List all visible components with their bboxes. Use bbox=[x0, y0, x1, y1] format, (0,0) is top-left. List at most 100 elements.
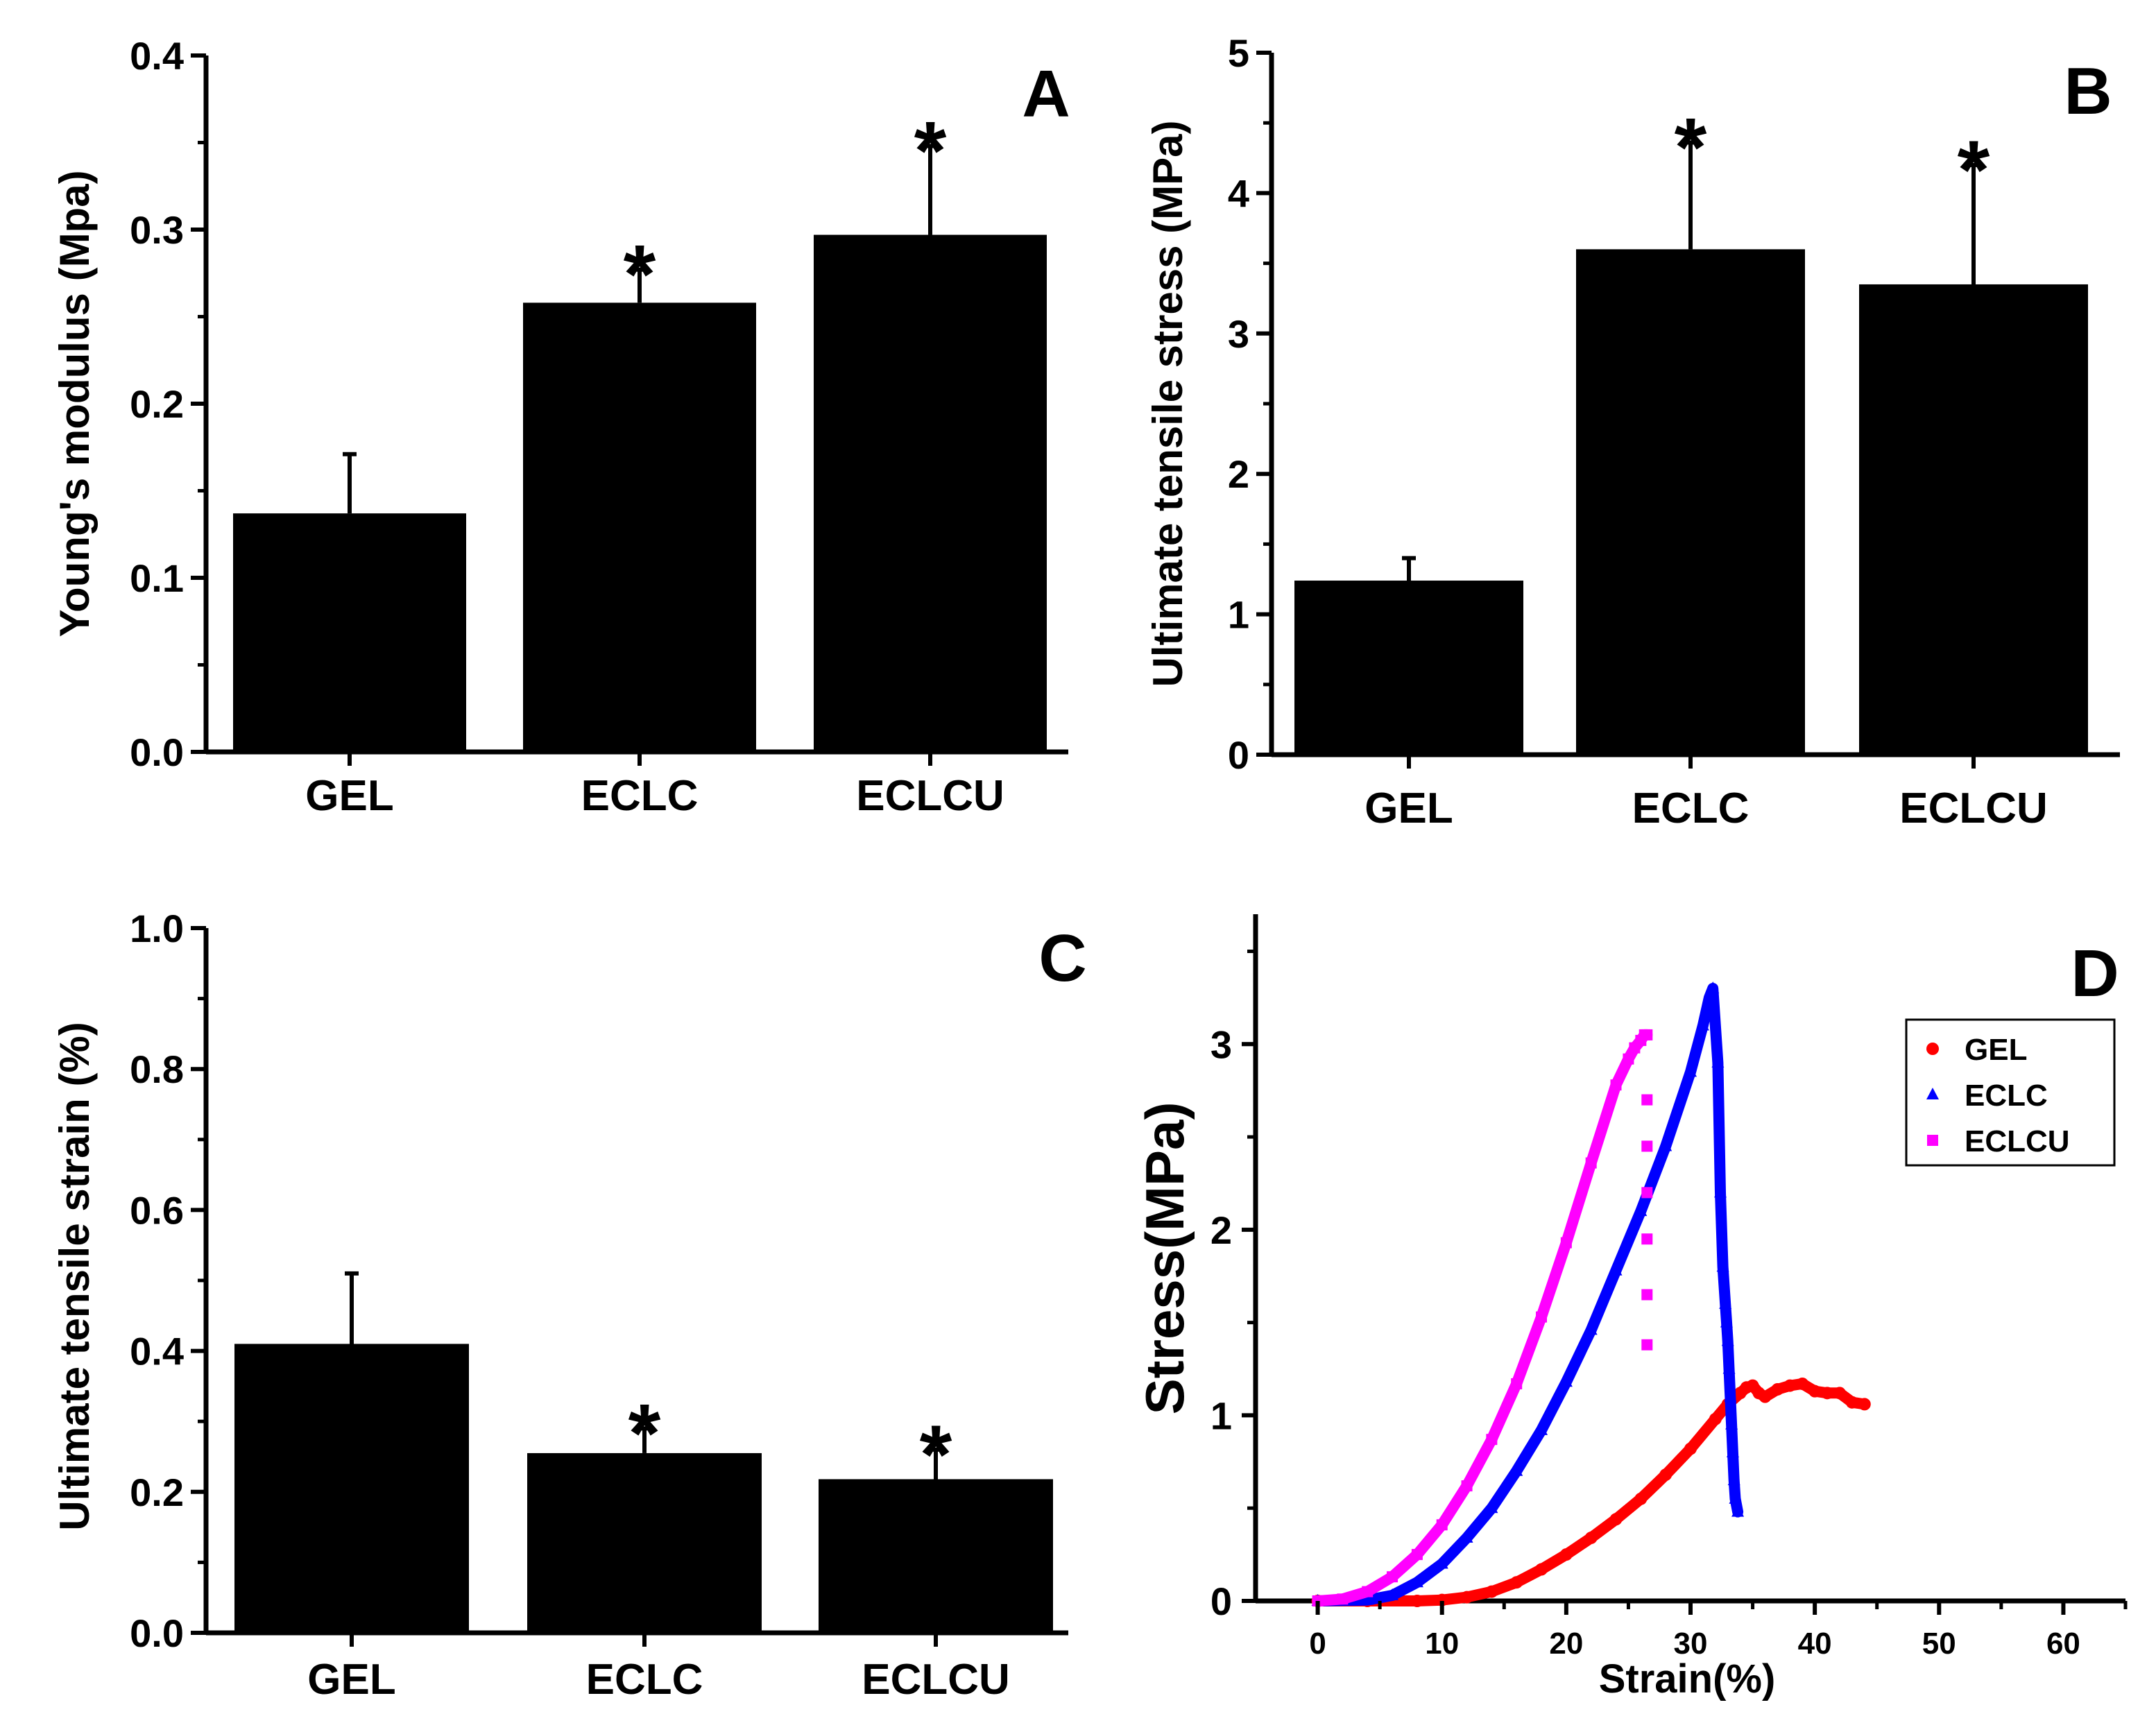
panel-b-y-tick-label: 4 bbox=[1228, 171, 1249, 215]
panel-a-y-tick-label: 0.2 bbox=[130, 382, 184, 426]
panel-b-category-eclc: ECLC bbox=[1632, 785, 1749, 832]
panel-c-y-tick-label: 0.4 bbox=[130, 1330, 184, 1373]
panel-d-point-gel bbox=[1845, 1396, 1858, 1409]
panel-c-ultimate-tensile-strain-chart: * * 0.0 0.2 0.4 0.6 0.8 1.0 GEL ECLC ECLCU Ultim… bbox=[51, 907, 1087, 1704]
panel-d-y-tick-label: 3 bbox=[1210, 1022, 1232, 1066]
panel-d-label: D bbox=[2071, 936, 2119, 1011]
panel-d-point-eclc bbox=[1584, 1323, 1598, 1335]
panel-d-point-eclcu bbox=[1641, 1140, 1653, 1152]
panel-a-bar-eclc bbox=[523, 302, 756, 752]
legend-label-gel: GEL bbox=[1965, 1033, 2027, 1067]
panel-d-point-eclcu bbox=[1641, 1029, 1653, 1040]
panel-d-point-eclcu bbox=[1623, 1053, 1634, 1065]
panel-d-point-eclc bbox=[1410, 1575, 1423, 1588]
panel-d-x-tick-label: 0 bbox=[1309, 1627, 1326, 1661]
panel-d-point-eclcu bbox=[1411, 1549, 1423, 1561]
panel-d-point-gel bbox=[1783, 1379, 1797, 1392]
panel-d-point-eclc bbox=[1719, 1296, 1732, 1309]
panel-d-x-tick-label: 40 bbox=[1798, 1627, 1832, 1661]
panel-c-significance-eclc: * bbox=[628, 1387, 661, 1480]
panel-b-y-axis-label: Ultimate tensile stress (MPa) bbox=[1145, 121, 1191, 687]
panel-d-point-gel bbox=[1709, 1412, 1722, 1425]
panel-d-y-tick-label: 2 bbox=[1210, 1208, 1232, 1252]
legend-box bbox=[1905, 1018, 2116, 1167]
panel-d-point-gel bbox=[1535, 1563, 1548, 1576]
panel-d-point-gel bbox=[1609, 1513, 1623, 1526]
panel-b-category-gel: GEL bbox=[1364, 785, 1453, 832]
panel-d-point-eclc bbox=[1435, 1557, 1448, 1569]
panel-d-point-gel bbox=[1821, 1387, 1834, 1400]
panel-d-point-gel bbox=[1435, 1593, 1448, 1606]
panel-a-y-axis-label: Young's modulus (Mpa) bbox=[51, 170, 98, 637]
panel-b-y-tick-label: 1 bbox=[1228, 593, 1249, 637]
panel-d-y-tick-label: 0 bbox=[1210, 1579, 1232, 1623]
panel-d-x-tick-label: 10 bbox=[1425, 1627, 1459, 1661]
panel-d-point-eclc bbox=[1720, 1315, 1733, 1328]
panel-b-bar-eclcu bbox=[1859, 284, 2088, 755]
panel-d-point-eclc bbox=[1729, 1491, 1742, 1504]
panel-d-point-eclcu bbox=[1641, 1233, 1653, 1245]
panel-d-point-gel bbox=[1510, 1576, 1523, 1589]
panel-d-point-gel bbox=[1485, 1585, 1498, 1598]
panel-b-category-eclcu: ECLCU bbox=[1899, 785, 2048, 832]
panel-d-point-eclc bbox=[1559, 1375, 1573, 1387]
panel-d-legend: GEL ECLC ECLCU bbox=[1905, 1018, 2116, 1167]
panel-d-point-gel bbox=[1771, 1382, 1784, 1396]
panel-b-significance-eclc: * bbox=[1675, 101, 1707, 194]
panel-d-point-eclcu bbox=[1362, 1586, 1374, 1597]
panel-c-y-tick-label: 0.2 bbox=[130, 1471, 184, 1514]
panel-c-significance-eclcu: * bbox=[920, 1408, 952, 1501]
panel-a-y-tick-label: 0.3 bbox=[130, 208, 184, 252]
legend-marker-eclc bbox=[1926, 1088, 1939, 1099]
panel-d-point-eclc bbox=[1485, 1501, 1498, 1514]
panel-d-point-eclc bbox=[1726, 1445, 1739, 1457]
panel-d-point-eclc bbox=[1535, 1423, 1548, 1435]
panel-c-y-tick-label: 0.0 bbox=[130, 1611, 184, 1655]
legend-marker-eclcu bbox=[1927, 1135, 1938, 1146]
panel-a-label: A bbox=[1022, 57, 1070, 131]
panel-d-point-gel bbox=[1659, 1468, 1672, 1482]
panel-b-bar-gel bbox=[1294, 581, 1523, 755]
panel-a-y-tick-label: 0.0 bbox=[130, 730, 184, 774]
panel-c-y-axis-label: Ultimate tensile strain (%) bbox=[51, 1022, 98, 1531]
panel-a-significance-eclc: * bbox=[624, 228, 656, 321]
panel-d-point-gel bbox=[1808, 1385, 1822, 1398]
panel-b-significance-eclcu: * bbox=[1958, 123, 1990, 216]
panel-d-point-gel bbox=[1858, 1398, 1871, 1411]
legend-marker-gel bbox=[1926, 1043, 1939, 1055]
panel-d-point-eclc bbox=[1609, 1263, 1623, 1276]
panel-d-point-eclcu bbox=[1536, 1311, 1548, 1323]
panel-a-y-tick-label: 0.4 bbox=[130, 34, 184, 78]
panel-a-category-gel: GEL bbox=[305, 772, 393, 820]
panel-d-point-eclcu bbox=[1387, 1571, 1398, 1583]
panel-d-x-tick-label: 60 bbox=[2046, 1627, 2080, 1661]
panel-b-y-tick-label: 2 bbox=[1228, 452, 1249, 496]
panel-d-x-tick-label: 30 bbox=[1674, 1627, 1708, 1661]
panel-d-stress-strain-chart: 0 1 2 3 0 10 20 30 40 50 60 Stress(MPa) Strain(%)… bbox=[1134, 914, 2128, 1701]
panel-b-y-tick-label: 5 bbox=[1228, 31, 1249, 75]
panel-d-point-gel bbox=[1759, 1390, 1772, 1403]
panel-a-category-eclc: ECLC bbox=[581, 772, 699, 820]
panel-c-y-tick-label: 1.0 bbox=[130, 907, 184, 950]
panel-d-point-gel bbox=[1559, 1548, 1573, 1561]
panel-d-point-eclc bbox=[1696, 1018, 1709, 1031]
panel-d-point-eclc bbox=[1713, 1185, 1727, 1198]
panel-a-category-eclcu: ECLCU bbox=[856, 772, 1004, 820]
panel-c-category-eclcu: ECLCU bbox=[862, 1656, 1010, 1704]
panel-a-y-tick-label: 0.1 bbox=[130, 556, 184, 600]
panel-d-point-eclcu bbox=[1641, 1289, 1653, 1301]
panel-d-point-eclcu bbox=[1560, 1237, 1572, 1249]
panel-c-bar-gel bbox=[234, 1344, 469, 1633]
panel-d-point-eclcu bbox=[1511, 1378, 1523, 1389]
panel-d-point-eclc bbox=[1725, 1417, 1738, 1430]
panel-d-point-eclcu bbox=[1641, 1094, 1653, 1106]
legend-label-eclcu: ECLCU bbox=[1965, 1124, 2070, 1158]
panel-a-significance-eclcu: * bbox=[914, 105, 947, 198]
panel-d-point-eclc bbox=[1659, 1139, 1672, 1151]
panel-b-y-tick-label: 3 bbox=[1228, 312, 1249, 356]
panel-d-point-eclcu bbox=[1337, 1593, 1349, 1605]
panel-d-point-eclcu bbox=[1610, 1079, 1622, 1091]
panel-c-bar-eclcu bbox=[819, 1479, 1053, 1633]
panel-d-point-eclc bbox=[1386, 1588, 1399, 1600]
